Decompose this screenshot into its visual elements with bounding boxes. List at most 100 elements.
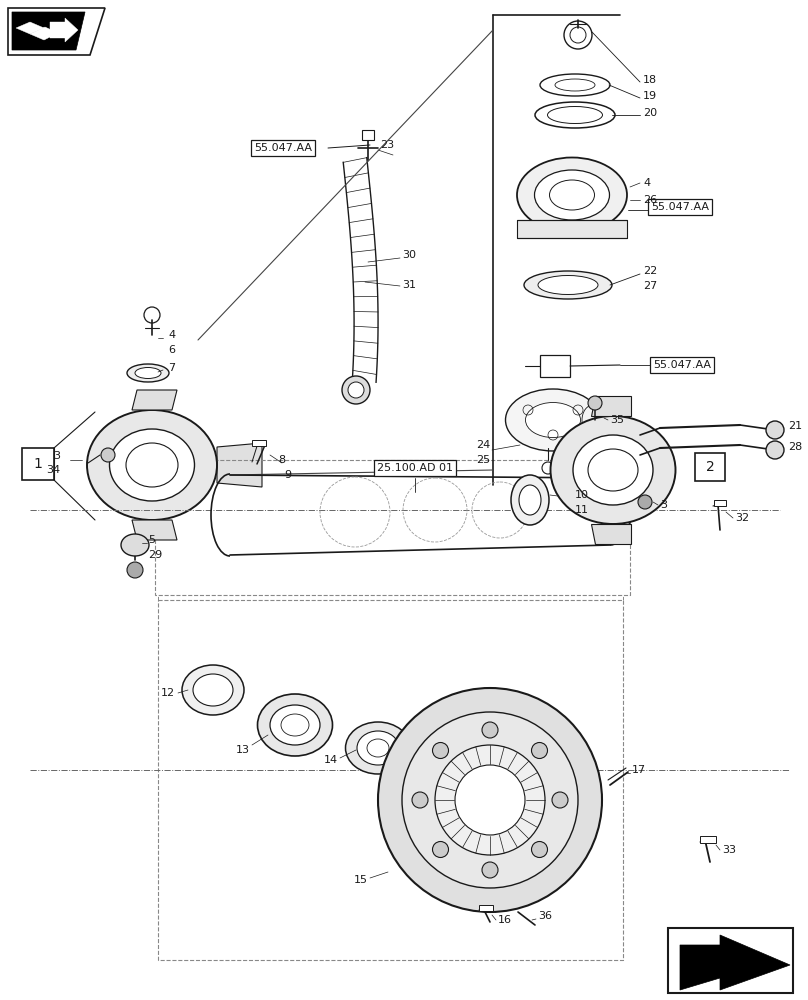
Text: 31: 31: [402, 280, 416, 290]
Circle shape: [127, 562, 143, 578]
Text: 55.047.AA: 55.047.AA: [651, 202, 709, 212]
Circle shape: [455, 765, 525, 835]
Ellipse shape: [519, 485, 541, 515]
Text: 32: 32: [735, 513, 749, 523]
Bar: [479, 905, 493, 911]
Bar: [517, 220, 627, 238]
Circle shape: [532, 743, 548, 759]
Text: 19: 19: [643, 91, 657, 101]
Bar: [155, 460, 630, 595]
Ellipse shape: [346, 722, 410, 774]
Text: 10: 10: [575, 490, 589, 500]
Ellipse shape: [127, 364, 169, 382]
Ellipse shape: [110, 429, 195, 501]
Circle shape: [588, 396, 602, 410]
Ellipse shape: [135, 367, 161, 378]
Circle shape: [432, 841, 448, 857]
Circle shape: [482, 722, 498, 738]
Polygon shape: [8, 8, 105, 55]
Ellipse shape: [357, 731, 399, 765]
Ellipse shape: [270, 705, 320, 745]
Text: 1: 1: [34, 457, 43, 471]
Text: 5: 5: [148, 535, 155, 545]
Ellipse shape: [506, 389, 600, 451]
Polygon shape: [132, 390, 177, 410]
Bar: [362, 130, 374, 140]
Circle shape: [402, 712, 578, 888]
Bar: [700, 836, 716, 843]
Polygon shape: [591, 396, 631, 416]
Ellipse shape: [511, 475, 549, 525]
Text: 23: 23: [380, 140, 394, 150]
Circle shape: [766, 441, 784, 459]
Text: 15: 15: [354, 875, 368, 885]
Bar: [668, 928, 793, 993]
Text: 55.047.AA: 55.047.AA: [653, 360, 711, 370]
Text: 33: 33: [722, 845, 736, 855]
Text: 9: 9: [284, 470, 291, 480]
Ellipse shape: [517, 157, 627, 232]
Bar: [252, 440, 266, 446]
Circle shape: [101, 448, 115, 462]
Polygon shape: [680, 935, 790, 990]
Circle shape: [342, 376, 370, 404]
Text: 8: 8: [278, 455, 285, 465]
Circle shape: [638, 495, 652, 509]
Text: 25.100.AD 01: 25.100.AD 01: [377, 463, 453, 473]
Circle shape: [348, 382, 364, 398]
Text: 2: 2: [705, 460, 714, 474]
Circle shape: [432, 743, 448, 759]
Ellipse shape: [525, 402, 580, 438]
Ellipse shape: [538, 275, 598, 294]
Text: 22: 22: [643, 266, 657, 276]
Text: 35: 35: [610, 415, 624, 425]
Bar: [22, 448, 54, 480]
Bar: [695, 453, 725, 481]
Polygon shape: [591, 524, 631, 544]
Polygon shape: [12, 12, 85, 50]
Text: 12: 12: [161, 688, 175, 698]
Text: 3: 3: [53, 451, 60, 461]
Circle shape: [435, 745, 545, 855]
Text: 28: 28: [788, 442, 802, 452]
Ellipse shape: [87, 410, 217, 520]
Text: 24: 24: [476, 440, 490, 450]
Text: 30: 30: [402, 250, 416, 260]
Polygon shape: [50, 18, 78, 42]
Text: 20: 20: [643, 108, 657, 118]
Circle shape: [552, 792, 568, 808]
Text: 36: 36: [538, 911, 552, 921]
Ellipse shape: [550, 416, 675, 524]
Text: 13: 13: [236, 745, 250, 755]
Ellipse shape: [535, 170, 609, 220]
Text: 3: 3: [660, 500, 667, 510]
Text: 34: 34: [46, 465, 60, 475]
Bar: [714, 500, 726, 506]
Ellipse shape: [182, 665, 244, 715]
Bar: [540, 355, 570, 377]
Ellipse shape: [121, 534, 149, 556]
Polygon shape: [217, 443, 262, 487]
Text: 4: 4: [643, 178, 650, 188]
Ellipse shape: [258, 694, 333, 756]
Text: 6: 6: [168, 345, 175, 355]
Text: 17: 17: [632, 765, 646, 775]
Circle shape: [532, 841, 548, 857]
Text: 25: 25: [476, 455, 490, 465]
Polygon shape: [30, 27, 58, 40]
Text: 29: 29: [148, 550, 162, 560]
Circle shape: [412, 792, 428, 808]
Text: 7: 7: [168, 363, 175, 373]
Text: 14: 14: [324, 755, 338, 765]
Text: 27: 27: [643, 281, 657, 291]
Ellipse shape: [573, 435, 653, 505]
Text: 21: 21: [788, 421, 802, 431]
Text: 4: 4: [168, 330, 175, 340]
Ellipse shape: [582, 405, 604, 435]
Polygon shape: [132, 520, 177, 540]
Circle shape: [378, 688, 602, 912]
Ellipse shape: [193, 674, 233, 706]
Text: 55.047.AA: 55.047.AA: [254, 143, 312, 153]
Ellipse shape: [524, 271, 612, 299]
Text: 18: 18: [643, 75, 657, 85]
